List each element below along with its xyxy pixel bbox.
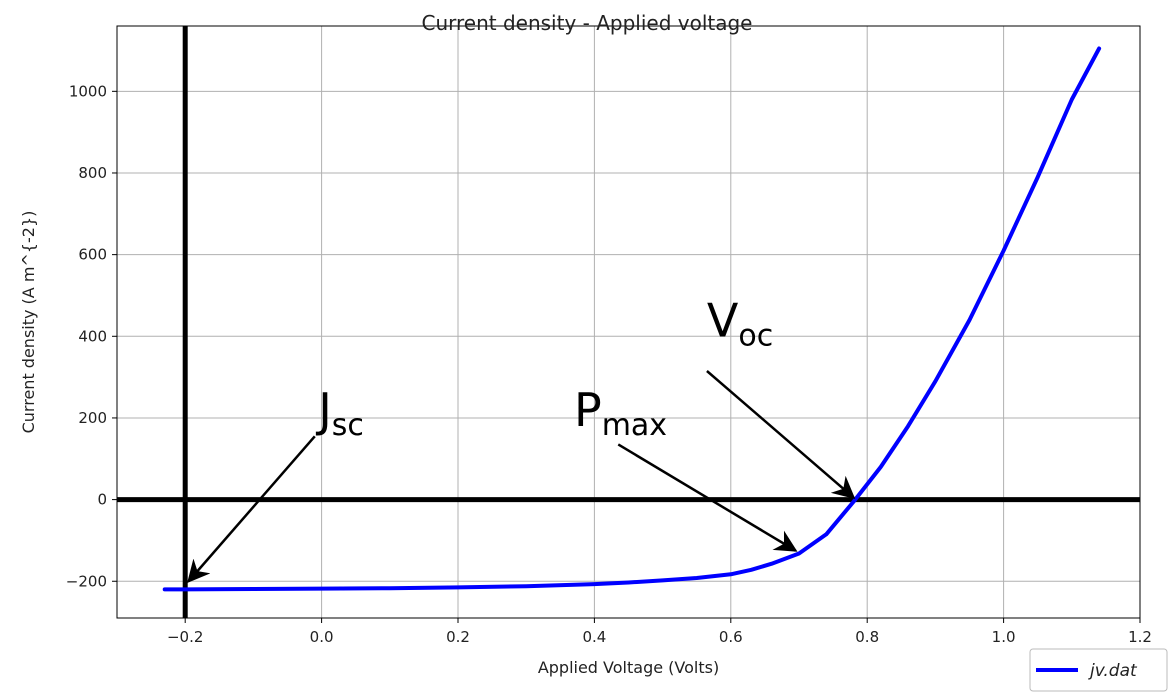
annotation-main: V [707,293,739,347]
x-tick-label: 0.2 [446,628,470,646]
annotation-arrow [706,370,856,500]
x-tick-label: 1.2 [1128,628,1152,646]
plot-frame [116,25,1141,619]
x-tick-label: 0.0 [310,628,334,646]
annotation-arrow [187,435,316,583]
x-tick-label: 0.8 [855,628,879,646]
x-tick-label: 0.6 [719,628,743,646]
series-layer [162,46,1102,592]
annotation-label: Voc [707,293,773,353]
legend: jv.dat [1029,648,1168,692]
annotation-label: Pmax [574,383,667,443]
series-line-0 [162,46,1102,592]
x-tick-label: −0.2 [167,628,203,646]
y-tick-label: 200 [78,409,107,427]
reference-lines [117,26,1140,618]
y-tick-label: 800 [78,164,107,182]
y-tick-label: 1000 [69,82,107,100]
legend-box [1029,648,1168,692]
annotation-arrow [617,443,798,552]
y-tick-label: 600 [78,246,107,264]
y-tick-label: 400 [78,327,107,345]
annotations: Jsc Pmax Voc [187,293,856,583]
y-tick-label: −200 [66,572,107,590]
y-tick-label: 0 [97,491,107,509]
x-tick-label: 0.4 [582,628,606,646]
annotation-subscript: sc [332,408,364,443]
grid [117,26,1141,618]
annotation-main: P [574,383,602,437]
annotation-main: J [315,383,332,437]
y-axis-label: Current density (A m^{-2}) [19,211,38,434]
annotation-subscript: max [602,408,667,443]
annotation-label: Jsc [315,383,364,443]
chart-title: Current density - Applied voltage [421,11,752,35]
ticks: −0.2 0.0 0.2 0.4 0.6 0.8 1.0 1.2 −200 0 200 400 600 8… [66,82,1152,646]
x-tick-label: 1.0 [992,628,1016,646]
legend-label: jv.dat [1088,661,1138,681]
annotation-subscript: oc [738,318,773,353]
x-axis-label: Applied Voltage (Volts) [538,658,719,677]
